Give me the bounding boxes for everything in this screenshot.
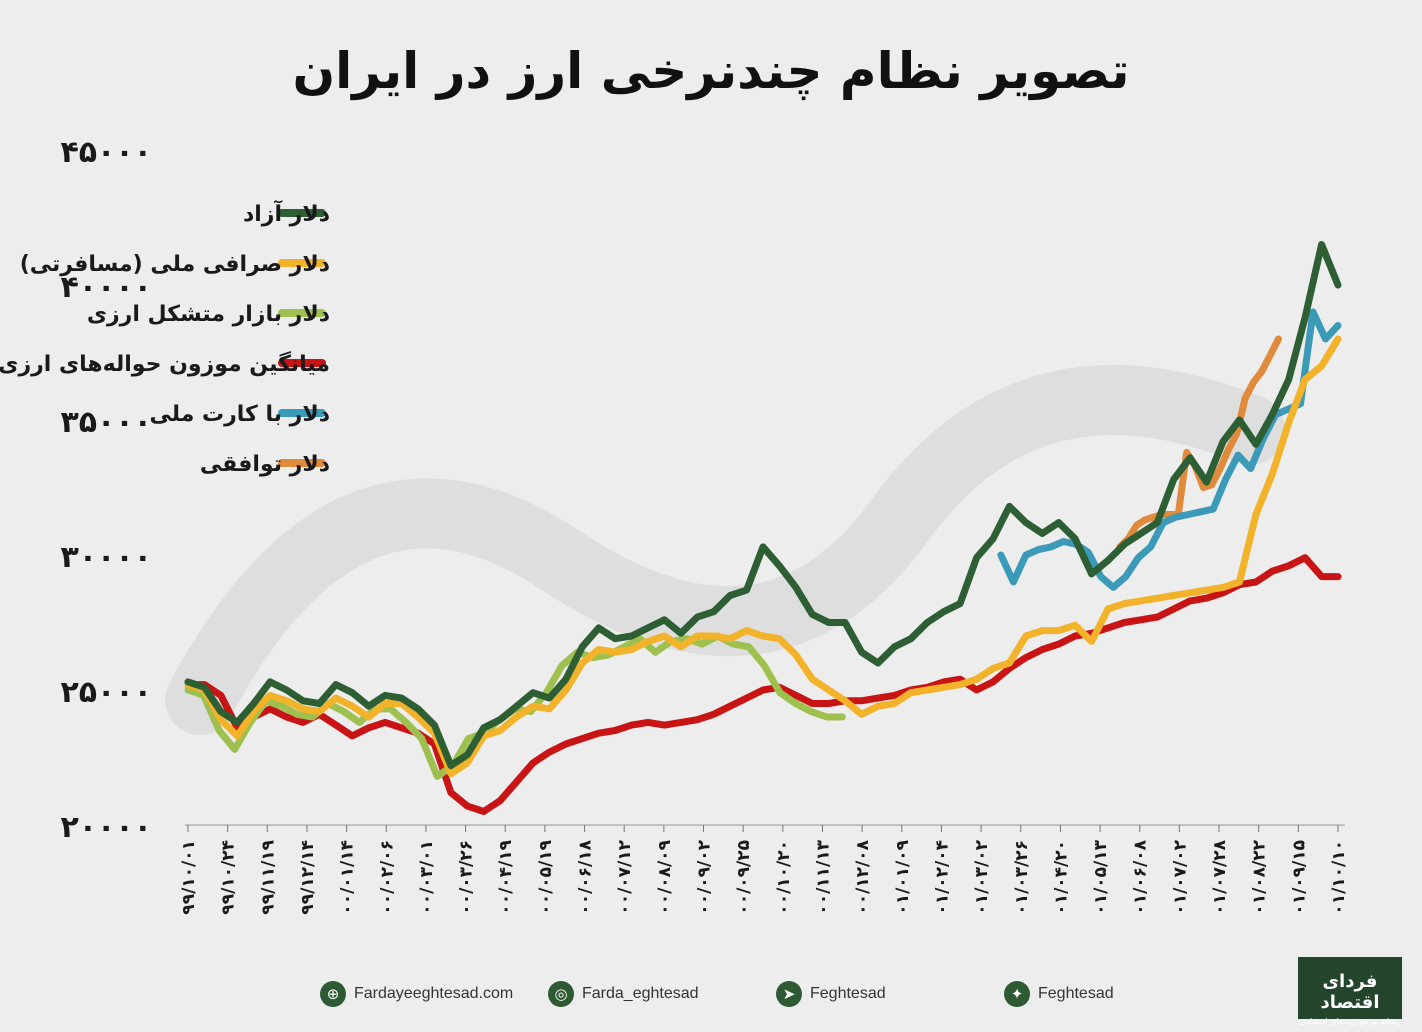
watermark-stroke [165,365,1285,735]
footer-instagram[interactable]: ◎ Farda_eghtesad [548,980,699,1008]
x-tick-label: ۰۰/۰۹/۰۲ [695,839,715,914]
y-tick-label: ۲۰۰۰۰ [60,810,152,845]
x-tick-label: ۰۰/۰۳/۰۱ [417,840,437,915]
watermark [165,365,1285,735]
x-tick-label: ۹۹/۱۰/۰۱ [179,840,199,915]
x-tick-label: ۰۱/۰۷/۰۲ [1170,839,1190,914]
x-tick-label: ۹۹/۱۰/۲۴ [219,840,239,915]
x-tick-label: ۰۱/۰۸/۲۲ [1250,839,1270,914]
legend-label: دلار توافقی [200,452,330,477]
x-tick-label: ۹۹/۱۱/۱۹ [258,839,278,914]
telegram-text: Feghtesad [810,985,886,1002]
x-tick-label: ۰۰/۰۸/۰۹ [655,839,675,914]
x-tick-label: ۰۰/۰۵/۱۹ [536,839,556,914]
instagram-text: Farda_eghtesad [582,985,699,1002]
twitter-text: Feghtesad [1038,985,1114,1002]
y-tick-label: ۴۵۰۰۰ [60,135,152,170]
website-text: Fardayeeghtesad.com [354,985,514,1002]
x-tick-label: ۰۱/۱۰/۱۰ [1329,840,1349,915]
legend-label: دلار آزاد [243,199,330,227]
x-tick-label: ۰۱/۰۵/۱۳ [1091,839,1111,914]
x-tick-label: ۰۰/۱۲/۰۸ [853,839,873,914]
series-line [184,241,1342,770]
x-tick-label: ۰۱/۰۶/۰۸ [1131,839,1151,914]
twitter-icon: ✦ [1004,981,1030,1007]
series-line [184,554,1342,815]
y-tick-label: ۳۵۰۰۰ [60,405,152,440]
x-tick-label: ۰۱/۰۴/۲۰ [1051,840,1071,915]
x-tick-label: ۹۹/۱۲/۱۴ [298,840,318,915]
x-tick-label: ۰۱/۰۳/۰۲ [972,839,992,914]
telegram-icon: ➤ [776,981,802,1007]
x-tick-label: ۰۰/۱۱/۱۳ [813,839,833,914]
logo-subtitle: رسانه مرجع روندهای اقتصادی [1300,1017,1400,1026]
x-tick-label: ۰۰/۰۹/۲۵ [734,840,754,915]
x-tick-label: ۰۱/۰۲/۰۴ [932,840,952,915]
x-axis-ticks: ۹۹/۱۰/۰۱ ۹۹/۱۰/۲۴ ۹۹/۱۱/۱۹ ۹۹/۱۲/۱۴ ۰۰/۰۱/۱۴… [179,825,1349,915]
logo-title: فردای اقتصاد [1320,971,1380,1013]
x-tick-label: ۰۱/۰۷/۲۸ [1210,839,1230,914]
x-tick-label: ۰۰/۰۶/۱۸ [576,839,596,914]
x-tick-label: ۰۰/۱۰/۲۰ [774,840,794,915]
legend-label: دلار با کارت ملی [149,402,330,427]
legend-label: میانگین موزون حواله‌های ارزی (نیما) [0,350,330,377]
footer-website[interactable]: ⊕ Fardayeeghtesad.com [320,980,513,1008]
x-tick-label: ۰۰/۰۴/۱۹ [496,839,516,914]
x-tick-label: ۰۰/۰۳/۲۶ [457,840,477,915]
legend: دلار آزاد دلار صرافی ملی (مسافرتی) دلار با… [0,199,330,477]
legend-label: دلار بازار متشکل ارزی [87,302,330,327]
footer-twitter[interactable]: ✦ Feghtesad [1004,980,1114,1008]
instagram-icon: ◎ [548,981,574,1007]
chart-lines [184,241,1342,815]
brand-logo: فردای اقتصاد رسانه مرجع روندهای اقتصادی [1298,957,1402,1026]
y-tick-label: ۳۰۰۰۰ [60,540,152,575]
legend-label: دلار صرافی ملی (مسافرتی) [20,252,330,277]
y-tick-label: ۲۵۰۰۰ [60,675,152,710]
x-tick-label: ۰۱/۰۳/۲۶ [1012,840,1032,915]
series-line [184,335,1342,778]
x-tick-label: ۰۰/۰۷/۱۲ [615,839,635,914]
x-tick-label: ۰۱/۰۹/۱۵ [1289,840,1309,915]
footer-telegram[interactable]: ➤ Feghtesad [776,980,886,1008]
x-tick-label: ۰۱/۰۱/۰۹ [893,839,913,914]
x-tick-label: ۰۰/۰۱/۱۴ [338,840,358,915]
y-axis: ۴۵۰۰۰ ۴۰۰۰۰ ۳۵۰۰۰ ۳۰۰۰۰ ۲۵۰۰۰ ۲۰۰۰۰ [60,135,152,845]
series-line [997,308,1342,591]
page-title: تصویر نظام چندنرخی ارز در ایران [292,42,1130,100]
globe-icon: ⊕ [320,981,346,1007]
y-tick-label: ۴۰۰۰۰ [60,270,152,305]
x-tick-label: ۰۰/۰۲/۰۶ [377,840,397,915]
